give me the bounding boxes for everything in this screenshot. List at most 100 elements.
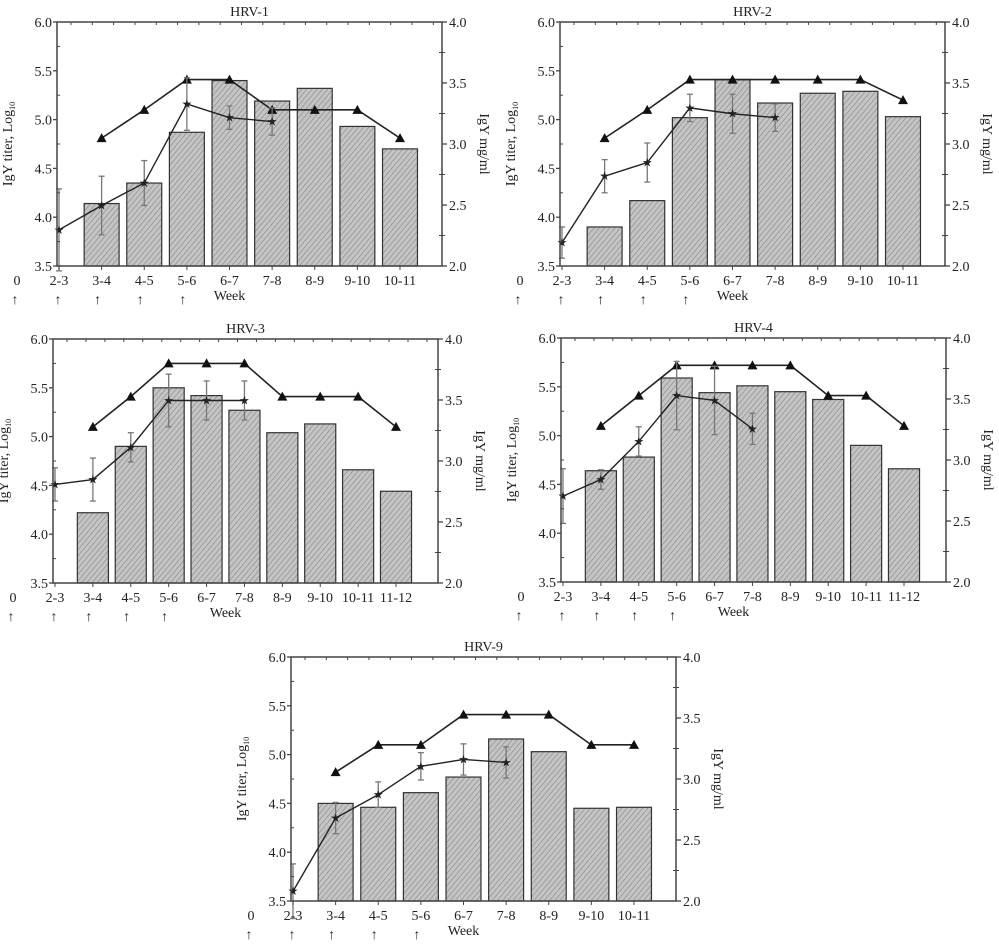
x-zero-label: 0 xyxy=(10,591,17,606)
y2-tick-label: 3.5 xyxy=(683,712,701,727)
y2-tick-label: 2.0 xyxy=(445,577,463,592)
triangle-point xyxy=(139,104,150,114)
x-tick-label: 3-4 xyxy=(595,274,614,289)
x-tick-label: 2-3 xyxy=(553,274,572,289)
bar xyxy=(629,200,666,267)
triangle-series-line xyxy=(335,713,634,773)
triangle-point xyxy=(823,390,834,400)
y-tick-label: 4.0 xyxy=(269,846,287,861)
x-tick-label: 4-5 xyxy=(638,274,657,289)
star-point: ★ xyxy=(747,422,758,436)
x-tick-label: 7-8 xyxy=(235,591,254,606)
bar xyxy=(530,751,567,902)
y2-tick-label: 2.0 xyxy=(683,895,701,910)
y-tick-label: 3.5 xyxy=(31,577,49,592)
star-series-line xyxy=(561,107,776,243)
injection-arrow-icon: ↑ xyxy=(246,928,253,943)
y2-tick-label: 3.0 xyxy=(952,138,970,153)
injection-arrow-icon: ↑ xyxy=(371,928,378,943)
y2-tick-label: 3.5 xyxy=(445,394,463,409)
y2-tick-label: 4.0 xyxy=(445,333,463,348)
injection-arrow-icon: ↑ xyxy=(631,609,638,624)
triangle-point xyxy=(747,360,758,370)
x-tick-label: 10-11 xyxy=(887,274,919,289)
panel-hrv-3: HRV-3 ★ ★ ★ ★ ★ ★ 3.5 4.0 4.5 5.0 5.5 6.0 2.0 2.5 3.0 3.… xyxy=(0,317,496,627)
y2-tick-label: 2.0 xyxy=(953,576,971,591)
bar xyxy=(774,391,807,583)
star-point: ★ xyxy=(596,473,607,487)
x-tick-label: 2-3 xyxy=(554,590,573,605)
bar xyxy=(379,490,413,584)
y2-tick-label: 2.5 xyxy=(953,515,971,530)
y2-tick-label: 3.5 xyxy=(953,393,971,408)
star-point: ★ xyxy=(330,811,341,825)
x-tick-label: 6-7 xyxy=(197,591,216,606)
triangle-point xyxy=(599,133,610,143)
star-point: ★ xyxy=(373,788,384,802)
x-tick-label: 3-4 xyxy=(84,591,103,606)
star-point: ★ xyxy=(125,440,136,454)
injection-arrow-icon: ↑ xyxy=(94,293,101,308)
x-tick-label: 3-4 xyxy=(592,590,611,605)
chart-hrv-2: HRV-2★★★★ ★ ★3.54.04.55.05.56.02.02.53.03.… xyxy=(504,5,994,308)
injection-arrow-icon: ↑ xyxy=(161,610,168,625)
y-tick-label: 4.5 xyxy=(269,797,287,812)
bar xyxy=(254,100,291,267)
y-tick-label: 6.0 xyxy=(539,332,557,347)
panel-hrv-4: HRV-4 ★ ★ ★ ★ ★ ★ 3.5 4.0 4.5 5.0 5.5 6.0 2.0 2.5 3.0 3.… xyxy=(504,316,999,626)
y-tick-label: 5.0 xyxy=(31,431,49,446)
triangle-point xyxy=(163,358,174,368)
x-tick-label: 11-12 xyxy=(380,591,412,606)
triangle-point xyxy=(458,709,469,719)
x-axis-label: Week xyxy=(448,924,480,939)
triangle-point xyxy=(595,420,606,430)
triangle-point xyxy=(309,104,320,114)
x-tick-label: 8-9 xyxy=(539,909,558,924)
star-point: ★ xyxy=(201,393,212,407)
triangle-point xyxy=(770,74,781,84)
y-tick-label: 6.0 xyxy=(35,16,53,31)
x-tick-label: 8-9 xyxy=(781,590,800,605)
x-tick-label: 5-6 xyxy=(159,591,178,606)
x-tick-label: 2-3 xyxy=(284,909,303,924)
y2-tick-label: 2.5 xyxy=(445,516,463,531)
x-tick-label: 10-11 xyxy=(384,274,416,289)
triangle-point xyxy=(352,104,363,114)
injection-arrow-icon: ↑ xyxy=(558,293,565,308)
bar xyxy=(114,445,147,584)
chart-hrv-9: HRV-9★★★★ ★ ★3.54.04.55.05.56.02.02.53.03.… xyxy=(235,640,725,943)
triangle-point xyxy=(239,358,250,368)
y-tick-label: 5.5 xyxy=(35,65,53,80)
x-tick-label: 4-5 xyxy=(629,590,648,605)
x-zero-label: 0 xyxy=(248,909,255,924)
y2-axis-label: IgY mg/ml xyxy=(472,430,487,491)
triangle-point xyxy=(87,421,98,431)
y-axis-label: IgY titer, Log10 xyxy=(504,102,520,186)
y-tick-label: 5.0 xyxy=(539,430,557,445)
x-zero-label: 0 xyxy=(14,274,21,289)
star-point: ★ xyxy=(88,473,99,487)
triangle-point xyxy=(330,767,341,777)
bar xyxy=(884,116,922,267)
x-tick-label: 4-5 xyxy=(135,274,154,289)
y2-tick-label: 3.0 xyxy=(683,773,701,788)
bar xyxy=(304,423,337,584)
star-point: ★ xyxy=(727,107,738,121)
x-tick-label: 3-4 xyxy=(326,909,345,924)
bar xyxy=(445,776,482,902)
y-axis-label: IgY titer, Log10 xyxy=(235,737,251,821)
bar xyxy=(266,432,299,584)
x-tick-label: 6-7 xyxy=(454,909,473,924)
star-point: ★ xyxy=(642,156,653,170)
chart-title: HRV-2 xyxy=(733,5,772,20)
y-tick-label: 5.0 xyxy=(538,114,556,129)
x-tick-label: 5-6 xyxy=(667,590,686,605)
y-tick-label: 4.0 xyxy=(539,527,557,542)
triangle-point xyxy=(415,739,426,749)
injection-arrow-icon: ↑ xyxy=(51,610,58,625)
y-tick-label: 5.0 xyxy=(35,114,53,129)
y2-tick-label: 2.0 xyxy=(952,260,970,275)
x-tick-label: 10-11 xyxy=(850,590,882,605)
x-tick-label: 5-6 xyxy=(178,274,197,289)
chart-title: HRV-4 xyxy=(734,321,773,336)
